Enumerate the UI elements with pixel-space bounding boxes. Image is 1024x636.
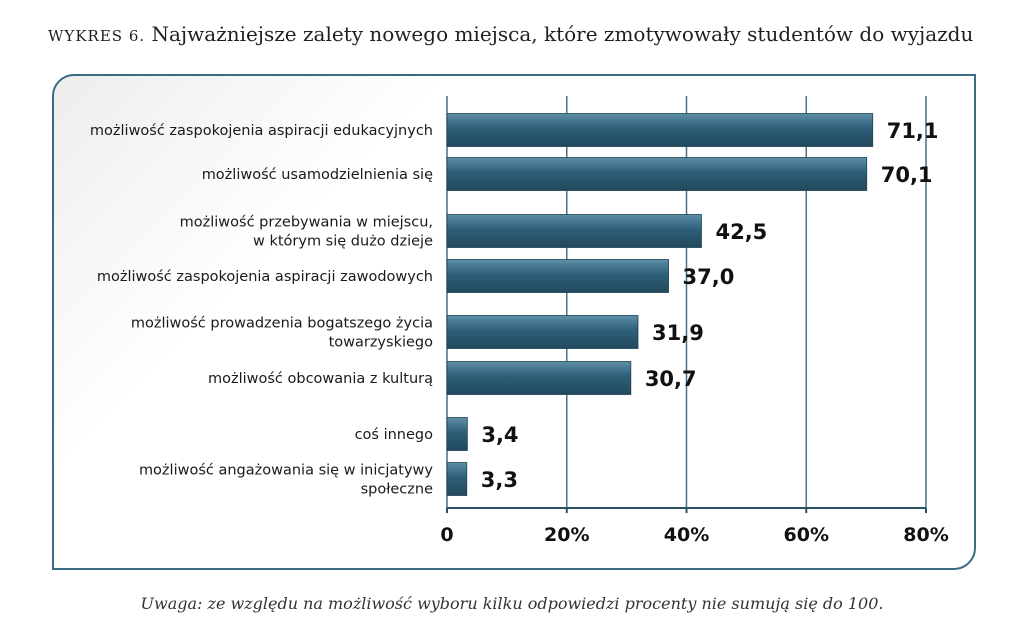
category-label-2-line-0: możliwość przebywania w miejscu, <box>180 215 433 231</box>
bar-1 <box>446 157 868 191</box>
chart-title-text: Najważniejsze zalety nowego miejsca, któ… <box>151 22 974 46</box>
category-label-2-line-1: w którym się dużo dzieje <box>253 234 433 250</box>
bar-6 <box>446 417 468 451</box>
category-label-4-line-1: towarzyskiego <box>329 335 434 351</box>
category-label-7-line-0: możliwość angażowania się w inicjatywy <box>139 463 433 479</box>
chart-title-number: WYKRES 6. <box>48 27 146 45</box>
value-label-1: 70,1 <box>881 163 933 187</box>
value-label-0: 71,1 <box>887 119 939 143</box>
bar-4 <box>446 315 639 349</box>
bar-5 <box>446 361 632 395</box>
category-label-1: możliwość usamodzielnienia się <box>202 167 433 183</box>
bar-2 <box>446 214 702 248</box>
bar-0 <box>446 113 874 147</box>
category-label-6: coś innego <box>355 427 434 443</box>
x-tick-label-80: 80% <box>903 524 948 546</box>
value-label-5: 30,7 <box>645 367 697 391</box>
x-tick-label-20: 20% <box>544 524 589 546</box>
category-label-3: możliwość zaspokojenia aspiracji zawodow… <box>97 269 433 285</box>
category-label-0: możliwość zaspokojenia aspiracji edukacy… <box>90 123 433 139</box>
chart-note: Uwaga: ze względu na możliwość wyboru ki… <box>140 594 884 613</box>
value-label-6: 3,4 <box>481 423 518 447</box>
value-label-4: 31,9 <box>652 321 704 345</box>
x-tick-label-0: 0 <box>440 524 453 546</box>
value-label-2: 42,5 <box>715 220 767 244</box>
x-tick-label-60: 60% <box>784 524 829 546</box>
category-label-4-line-0: możliwość prowadzenia bogatszego życia <box>131 316 433 332</box>
bar-7 <box>446 462 468 496</box>
x-tick-label-40: 40% <box>664 524 709 546</box>
category-label-7-line-1: społeczne <box>361 482 433 498</box>
chart-title: WYKRES 6. Najważniejsze zalety nowego mi… <box>48 22 973 46</box>
value-label-3: 37,0 <box>683 265 735 289</box>
value-label-7: 3,3 <box>481 468 518 492</box>
category-label-5: możliwość obcowania z kulturą <box>208 371 433 387</box>
bar-3 <box>446 259 669 293</box>
